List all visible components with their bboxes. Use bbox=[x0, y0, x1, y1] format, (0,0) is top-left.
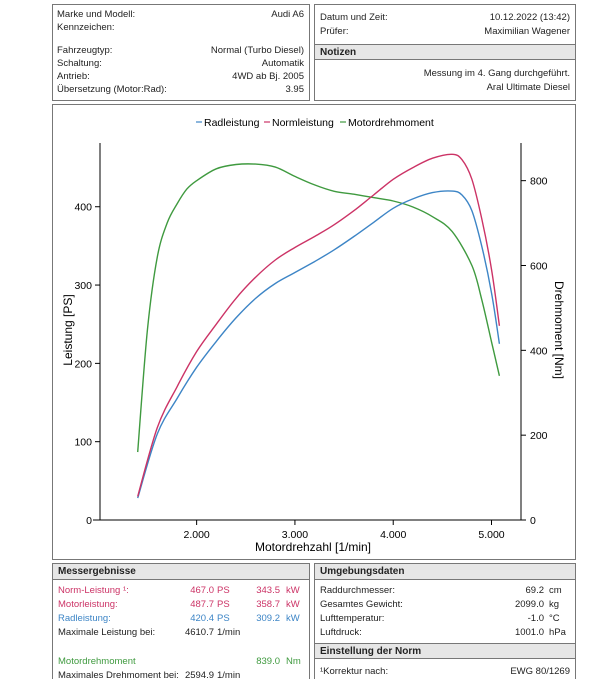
total-weight-value: 2099.0 bbox=[514, 599, 544, 610]
wheel-power-ps: 420.4 bbox=[190, 613, 214, 624]
y-tick-label: 300 bbox=[74, 280, 92, 292]
ratio-value: 3.95 bbox=[285, 84, 305, 95]
environment-header: Umgebungsdaten bbox=[315, 564, 575, 580]
max-torque-rpm-unit: 1/min bbox=[217, 670, 241, 681]
notes-header: Notizen bbox=[315, 44, 575, 60]
y2-axis-label: Drehmoment [Nm] bbox=[552, 281, 566, 379]
gearbox-value: Automatik bbox=[261, 58, 304, 69]
ratio-label: Übersetzung (Motor:Rad): bbox=[57, 84, 167, 95]
wheel-power-ps-unit: PS bbox=[217, 613, 230, 624]
vehicle-model-label: Marke und Modell: bbox=[57, 9, 136, 20]
notes-line-1: Messung im 4. Gang durchgeführt. bbox=[423, 68, 570, 79]
norm-power-kw: 343.5 bbox=[256, 585, 280, 596]
engine-power-ps-unit: PS bbox=[217, 599, 230, 610]
torque-value: 839.0 bbox=[256, 656, 280, 667]
date-label: Datum und Zeit: bbox=[320, 12, 388, 23]
y2-tick-label: 600 bbox=[530, 260, 548, 272]
date-value: 10.12.2022 (13:42) bbox=[489, 12, 570, 23]
gearbox-label: Schaltung: bbox=[57, 58, 102, 69]
y-tick-label: 0 bbox=[86, 515, 92, 527]
torque-label: Motordrehmoment bbox=[58, 656, 136, 667]
drivetrain-label: Antrieb: bbox=[57, 71, 90, 82]
y2-tick-label: 0 bbox=[530, 515, 536, 527]
norm-correction-value: EWG 80/1269 bbox=[510, 666, 570, 677]
y2-tick-label: 200 bbox=[530, 430, 548, 442]
wheel-diameter-label: Raddurchmesser: bbox=[320, 585, 395, 596]
total-weight-unit: kg bbox=[549, 599, 560, 610]
vehicle-info-panel bbox=[52, 4, 310, 101]
x-tick-label: 4.000 bbox=[380, 529, 406, 541]
environment-panel bbox=[314, 563, 576, 679]
session-panel bbox=[314, 4, 576, 101]
chart-frame bbox=[52, 104, 576, 560]
norm-header: Einstellung der Norm bbox=[315, 643, 575, 659]
wheel-diameter-value: 69.2 bbox=[525, 585, 545, 596]
air-pressure-value: 1001.0 bbox=[514, 627, 544, 638]
torque-unit: Nm bbox=[286, 656, 301, 667]
wheel-power-label: Radleistung: bbox=[58, 613, 111, 624]
legend-entry-radleistung: Radleistung bbox=[204, 117, 260, 129]
y2-tick-label: 400 bbox=[530, 345, 548, 357]
license-plate-label: Kennzeichen: bbox=[57, 22, 115, 33]
y-tick-label: 100 bbox=[74, 437, 92, 449]
engine-power-kw: 358.7 bbox=[256, 599, 280, 610]
air-pressure-unit: hPa bbox=[549, 627, 566, 638]
norm-power-ps: 467.0 bbox=[190, 585, 214, 596]
vehicle-type-value: Normal (Turbo Diesel) bbox=[210, 45, 304, 56]
results-panel bbox=[52, 563, 310, 679]
series-line-normleistung bbox=[137, 153, 501, 497]
air-temperature-label: Lufttemperatur: bbox=[320, 613, 385, 624]
chart-legend: Radleistung Normleistung Motordrehmoment bbox=[196, 117, 434, 129]
notes-line-2: Aral Ultimate Diesel bbox=[486, 82, 570, 93]
engine-power-label: Motorleistung: bbox=[58, 599, 118, 610]
x-axis-label: Motordrehzahl [1/min] bbox=[255, 540, 371, 554]
series-line-motordrehmoment bbox=[137, 163, 501, 453]
vehicle-type-label: Fahrzeugtyp: bbox=[57, 45, 113, 56]
norm-power-label: Norm-Leistung ¹: bbox=[58, 585, 129, 596]
legend-entry-normleistung: Normleistung bbox=[272, 117, 334, 129]
total-weight-label: Gesamtes Gewicht: bbox=[320, 599, 403, 610]
vehicle-model-value: Audi A6 bbox=[271, 9, 304, 20]
tester-value: Maximilian Wagener bbox=[484, 26, 570, 37]
chart-axes: 2.000 3.000 4.000 5.000 0 100 200 300 400 0 200 400… bbox=[74, 143, 548, 541]
y-axis-label: Leistung [PS] bbox=[61, 294, 75, 365]
series-line-radleistung bbox=[137, 190, 501, 499]
y-tick-label: 400 bbox=[74, 202, 92, 214]
legend-entry-motordrehmoment: Motordrehmoment bbox=[348, 117, 434, 129]
max-power-rpm-unit: 1/min bbox=[217, 627, 241, 638]
air-temperature-unit: °C bbox=[549, 613, 560, 624]
air-pressure-label: Luftdruck: bbox=[320, 627, 362, 638]
wheel-power-kw: 309.2 bbox=[256, 613, 280, 624]
engine-power-ps: 487.7 bbox=[190, 599, 214, 610]
max-torque-label: Maximales Drehmoment bei: bbox=[58, 670, 179, 681]
x-tick-label: 3.000 bbox=[282, 529, 308, 541]
max-torque-rpm: 2594.9 bbox=[184, 670, 214, 681]
drivetrain-value: 4WD ab Bj. 2005 bbox=[232, 71, 304, 82]
engine-power-kw-unit: kW bbox=[286, 599, 300, 610]
y-tick-label: 200 bbox=[74, 358, 92, 370]
x-tick-label: 2.000 bbox=[183, 529, 209, 541]
tester-label: Prüfer: bbox=[320, 26, 349, 37]
wheel-power-kw-unit: kW bbox=[286, 613, 300, 624]
air-temperature-value: -1.0 bbox=[527, 613, 544, 624]
norm-power-ps-unit: PS bbox=[217, 585, 230, 596]
norm-power-kw-unit: kW bbox=[286, 585, 300, 596]
max-power-rpm: 4610.7 bbox=[184, 627, 214, 638]
y2-tick-label: 800 bbox=[530, 176, 548, 188]
chart-lines bbox=[137, 153, 501, 499]
x-tick-label: 5.000 bbox=[478, 529, 504, 541]
results-header: Messergebnisse bbox=[53, 564, 309, 580]
wheel-diameter-unit: cm bbox=[549, 585, 562, 596]
norm-correction-label: ¹Korrektur nach: bbox=[320, 666, 389, 677]
max-power-label: Maximale Leistung bei: bbox=[58, 627, 156, 638]
